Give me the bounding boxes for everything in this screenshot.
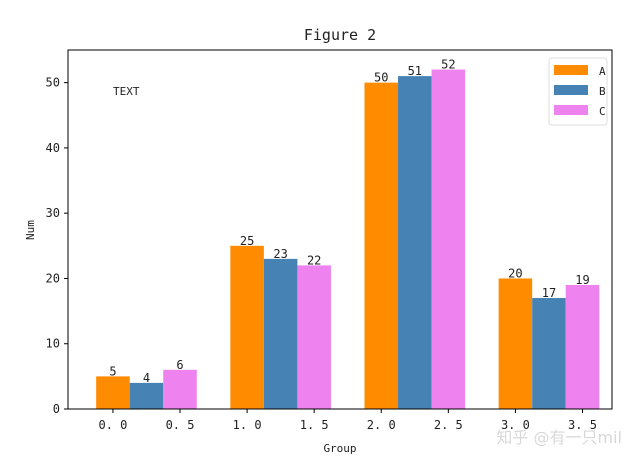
y-axis-label: Num bbox=[24, 220, 37, 240]
legend-label-A: A bbox=[599, 65, 606, 78]
bar-B-3 bbox=[532, 298, 566, 409]
y-tick-label: 0 bbox=[53, 402, 60, 416]
legend-swatch-B bbox=[554, 85, 588, 95]
legend-label-B: B bbox=[599, 85, 606, 98]
y-tick-label: 40 bbox=[46, 141, 60, 155]
legend: ABC bbox=[548, 57, 608, 126]
x-tick-label: 0. 5 bbox=[166, 418, 195, 432]
bar-A-2 bbox=[364, 82, 399, 410]
legend-label-C: C bbox=[599, 105, 606, 118]
data-label: 50 bbox=[374, 71, 388, 85]
data-label: 5 bbox=[109, 364, 116, 378]
y-tick-label: 30 bbox=[46, 206, 60, 220]
watermark: 知乎 @有一只mil bbox=[496, 428, 622, 447]
x-axis-label: Group bbox=[323, 442, 356, 455]
bar-B-0 bbox=[129, 382, 164, 409]
legend-swatch-C bbox=[554, 105, 588, 115]
annotation-text: TEXT bbox=[113, 85, 140, 98]
x-tick-label: 3. 5 bbox=[568, 418, 597, 432]
data-label: 4 bbox=[143, 371, 150, 385]
data-label: 19 bbox=[575, 273, 589, 287]
chart-title: Figure 2 bbox=[304, 26, 376, 44]
y-tick-label: 10 bbox=[46, 337, 60, 351]
bar-A-0 bbox=[96, 376, 130, 409]
x-tick-label: 2. 0 bbox=[367, 418, 396, 432]
bar-B-1 bbox=[263, 258, 298, 409]
bar-C-0 bbox=[163, 369, 197, 409]
data-label: 51 bbox=[408, 64, 422, 78]
y-tick-label: 50 bbox=[46, 76, 60, 90]
bar-B-2 bbox=[398, 76, 432, 409]
data-label: 17 bbox=[542, 286, 556, 300]
bar-A-1 bbox=[230, 245, 264, 409]
data-label: 52 bbox=[441, 58, 455, 72]
x-tick-label: 1. 5 bbox=[300, 418, 329, 432]
bar-C-2 bbox=[431, 69, 466, 409]
plot-frame bbox=[67, 49, 613, 410]
data-label: 6 bbox=[176, 358, 183, 372]
legend-swatch-A bbox=[554, 65, 588, 75]
data-label: 23 bbox=[273, 247, 287, 261]
x-tick-label: 2. 5 bbox=[434, 418, 463, 432]
x-tick-label: 1. 0 bbox=[233, 418, 262, 432]
bar-C-3 bbox=[565, 284, 600, 409]
data-label: 25 bbox=[240, 234, 254, 248]
bar-C-1 bbox=[297, 265, 331, 409]
x-tick-label: 0. 0 bbox=[98, 418, 127, 432]
data-label: 20 bbox=[508, 266, 522, 280]
x-tick-label: 3. 0 bbox=[501, 418, 530, 432]
data-label: 22 bbox=[307, 253, 321, 267]
y-tick-label: 20 bbox=[46, 271, 60, 285]
bar-A-3 bbox=[498, 278, 533, 409]
